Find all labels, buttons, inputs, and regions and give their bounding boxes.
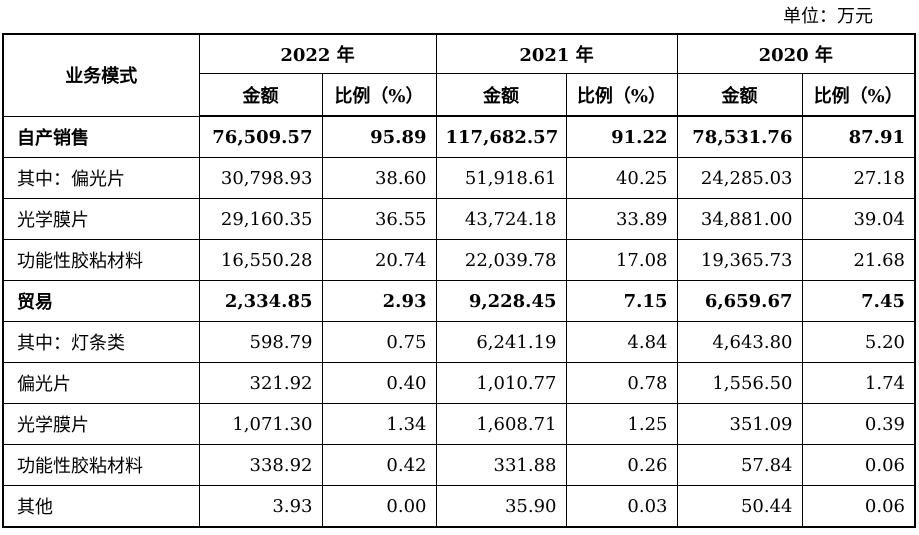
header-amount: 金额 (435, 73, 567, 117)
amount-cell: 34,881.00 (676, 198, 803, 240)
ratio-cell: 0.06 (801, 485, 916, 528)
ratio-cell: 91.22 (565, 115, 678, 158)
header-amount: 金额 (198, 73, 323, 117)
ratio-cell: 20.74 (321, 239, 437, 281)
row-label: 其中：灯条类 (2, 321, 200, 363)
ratio-cell: 4.84 (565, 321, 678, 363)
ratio-cell: 33.89 (565, 198, 678, 240)
amount-cell: 16,550.28 (198, 239, 323, 281)
ratio-cell: 40.25 (565, 157, 678, 199)
ratio-cell: 39.04 (801, 198, 916, 240)
ratio-cell: 5.20 (801, 321, 916, 363)
ratio-cell: 1.34 (321, 403, 437, 445)
ratio-cell: 27.18 (801, 157, 916, 199)
header-ratio: 比例（%） (321, 73, 437, 117)
financial-table: 业务模式 2022 年 2021 年 2020 年 金额 比例（%） 金额 比例… (2, 33, 916, 528)
table-row: 自产销售 76,509.57 95.89 117,682.57 91.22 78,531.… (2, 115, 916, 158)
amount-cell: 57.84 (676, 444, 803, 486)
amount-cell: 50.44 (676, 485, 803, 528)
amount-cell: 51,918.61 (435, 157, 567, 199)
ratio-cell: 7.15 (565, 280, 678, 322)
amount-cell: 117,682.57 (435, 115, 567, 158)
ratio-cell: 36.55 (321, 198, 437, 240)
header-row-metrics: 金额 比例（%） 金额 比例（%） 金额 比例（%） (3, 73, 916, 117)
ratio-cell: 0.00 (321, 485, 437, 528)
row-label: 光学膜片 (2, 198, 200, 240)
ratio-cell: 0.06 (801, 444, 916, 486)
ratio-cell: 21.68 (801, 239, 916, 281)
row-label: 其他 (2, 485, 200, 528)
amount-cell: 321.92 (198, 362, 323, 404)
amount-cell: 338.92 (198, 444, 323, 486)
row-label: 偏光片 (2, 362, 200, 404)
ratio-cell: 0.39 (801, 403, 916, 445)
ratio-cell: 0.75 (321, 321, 437, 363)
header-year: 2020 年 (676, 33, 916, 74)
ratio-cell: 7.45 (801, 280, 916, 322)
amount-cell: 6,659.67 (676, 280, 803, 322)
table-row: 其中：灯条类 598.79 0.75 6,241.19 4.84 4,643.80 5.20 (2, 321, 916, 363)
ratio-cell: 0.40 (321, 362, 437, 404)
amount-cell: 1,010.77 (435, 362, 567, 404)
header-year: 2022 年 (198, 33, 437, 74)
ratio-cell: 0.26 (565, 444, 678, 486)
ratio-cell: 1.25 (565, 403, 678, 445)
header-row-years: 业务模式 2022 年 2021 年 2020 年 (2, 33, 916, 117)
header-amount: 金额 (676, 73, 803, 117)
amount-cell: 24,285.03 (676, 157, 803, 199)
table-row: 其中：偏光片 30,798.93 38.60 51,918.61 40.25 24,285… (2, 157, 916, 199)
ratio-cell: 0.03 (565, 485, 678, 528)
amount-cell: 76,509.57 (198, 115, 323, 158)
header-year: 2021 年 (435, 33, 678, 74)
row-label: 功能性胶粘材料 (2, 444, 200, 486)
ratio-cell: 38.60 (321, 157, 437, 199)
table-body: 自产销售 76,509.57 95.89 117,682.57 91.22 78,531.… (2, 115, 916, 528)
ratio-cell: 1.74 (801, 362, 916, 404)
row-label: 其中：偏光片 (2, 157, 200, 199)
amount-cell: 6,241.19 (435, 321, 567, 363)
table-row: 光学膜片 1,071.30 1.34 1,608.71 1.25 351.09 0.39 (2, 403, 916, 445)
amount-cell: 351.09 (676, 403, 803, 445)
amount-cell: 1,556.50 (676, 362, 803, 404)
amount-cell: 43,724.18 (435, 198, 567, 240)
amount-cell: 1,071.30 (198, 403, 323, 445)
amount-cell: 331.88 (435, 444, 567, 486)
amount-cell: 22,039.78 (435, 239, 567, 281)
header-ratio: 比例（%） (565, 73, 678, 117)
ratio-cell: 87.91 (801, 115, 916, 158)
row-label: 自产销售 (2, 115, 200, 158)
amount-cell: 19,365.73 (676, 239, 803, 281)
amount-cell: 9,228.45 (435, 280, 567, 322)
amount-cell: 30,798.93 (198, 157, 323, 199)
amount-cell: 4,643.80 (676, 321, 803, 363)
unit-label: 单位：万元 (783, 6, 873, 27)
row-label: 功能性胶粘材料 (2, 239, 200, 281)
amount-cell: 78,531.76 (676, 115, 803, 158)
amount-cell: 3.93 (198, 485, 323, 528)
table-row: 其他 3.93 0.00 35.90 0.03 50.44 0.06 (2, 485, 916, 528)
header-category: 业务模式 (2, 33, 200, 117)
amount-cell: 35.90 (435, 485, 567, 528)
table-row: 功能性胶粘材料 16,550.28 20.74 22,039.78 17.08 19,36… (2, 239, 916, 281)
ratio-cell: 17.08 (565, 239, 678, 281)
header-ratio: 比例（%） (801, 73, 916, 117)
table-row: 光学膜片 29,160.35 36.55 43,724.18 33.89 34,881.0… (2, 198, 916, 240)
amount-cell: 598.79 (198, 321, 323, 363)
amount-cell: 2,334.85 (198, 280, 323, 322)
table-row: 贸易 2,334.85 2.93 9,228.45 7.15 6,659.67 7.45 (2, 280, 916, 322)
row-label: 贸易 (2, 280, 200, 322)
ratio-cell: 95.89 (321, 115, 437, 158)
ratio-cell: 0.78 (565, 362, 678, 404)
amount-cell: 1,608.71 (435, 403, 567, 445)
ratio-cell: 0.42 (321, 444, 437, 486)
ratio-cell: 2.93 (321, 280, 437, 322)
table-row: 偏光片 321.92 0.40 1,010.77 0.78 1,556.50 1.74 (2, 362, 916, 404)
amount-cell: 29,160.35 (198, 198, 323, 240)
row-label: 光学膜片 (2, 403, 200, 445)
table-row: 功能性胶粘材料 338.92 0.42 331.88 0.26 57.84 0.06 (2, 444, 916, 486)
